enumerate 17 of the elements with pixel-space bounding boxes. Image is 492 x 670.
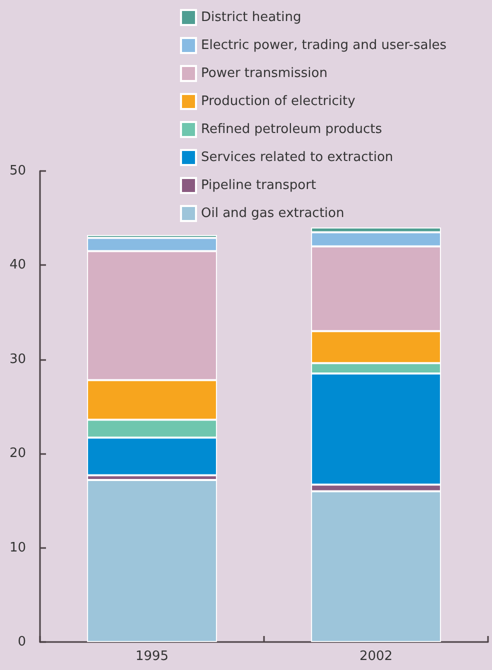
- legend-label: Pipeline transport: [201, 178, 316, 193]
- legend-label: Electric power, trading and user-sales: [201, 38, 447, 53]
- y-tick-label: 50: [9, 164, 26, 178]
- y-tick-label: 20: [9, 446, 26, 462]
- legend-label: Services related to extraction: [201, 150, 394, 165]
- legend-label: District heating: [201, 10, 302, 25]
- y-tick-label: 10: [9, 540, 26, 556]
- x-tick-label: 2002: [359, 649, 393, 664]
- y-tick-label: 40: [9, 258, 26, 273]
- bar: [87, 480, 217, 642]
- legend-label: Production of electricity: [201, 94, 356, 109]
- y-tick-label: 0: [18, 634, 26, 650]
- y-tick-label: 30: [9, 352, 26, 367]
- legend-label: Refined petroleum products: [201, 122, 382, 137]
- x-tick-label: 1995: [135, 649, 169, 664]
- legend-label: Power transmission: [201, 66, 328, 81]
- legend-label: Oil and gas extraction: [201, 206, 344, 221]
